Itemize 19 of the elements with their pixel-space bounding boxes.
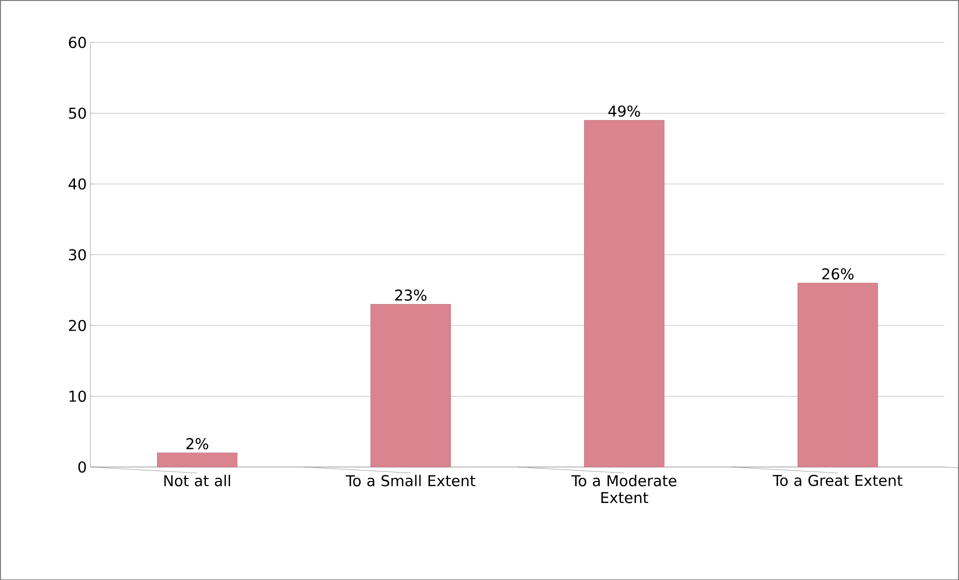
data-label: 2%	[186, 438, 208, 450]
data-label: 26%	[822, 268, 854, 280]
y-tick-label: 30	[69, 248, 86, 260]
x-tick-label: To a Moderate Extent	[571, 474, 676, 504]
bar	[798, 282, 878, 468]
y-tick-label: 20	[68, 320, 86, 331]
y-tick-label: 50	[69, 107, 86, 119]
data-label: 49%	[608, 105, 640, 117]
y-tick-label: 0	[78, 461, 86, 472]
y-tick-label: 60	[68, 36, 86, 48]
bar	[157, 452, 238, 468]
x-tick-label: Not at all	[164, 474, 230, 486]
bar	[370, 304, 451, 468]
x-tick-label: To a Small Extent	[346, 474, 476, 486]
y-tick-label: 10	[70, 390, 86, 402]
x-tick-label: To a Great Extent	[772, 474, 902, 486]
bar	[584, 120, 664, 468]
y-tick-label: 40	[68, 178, 86, 190]
data-label: 23%	[395, 289, 426, 301]
